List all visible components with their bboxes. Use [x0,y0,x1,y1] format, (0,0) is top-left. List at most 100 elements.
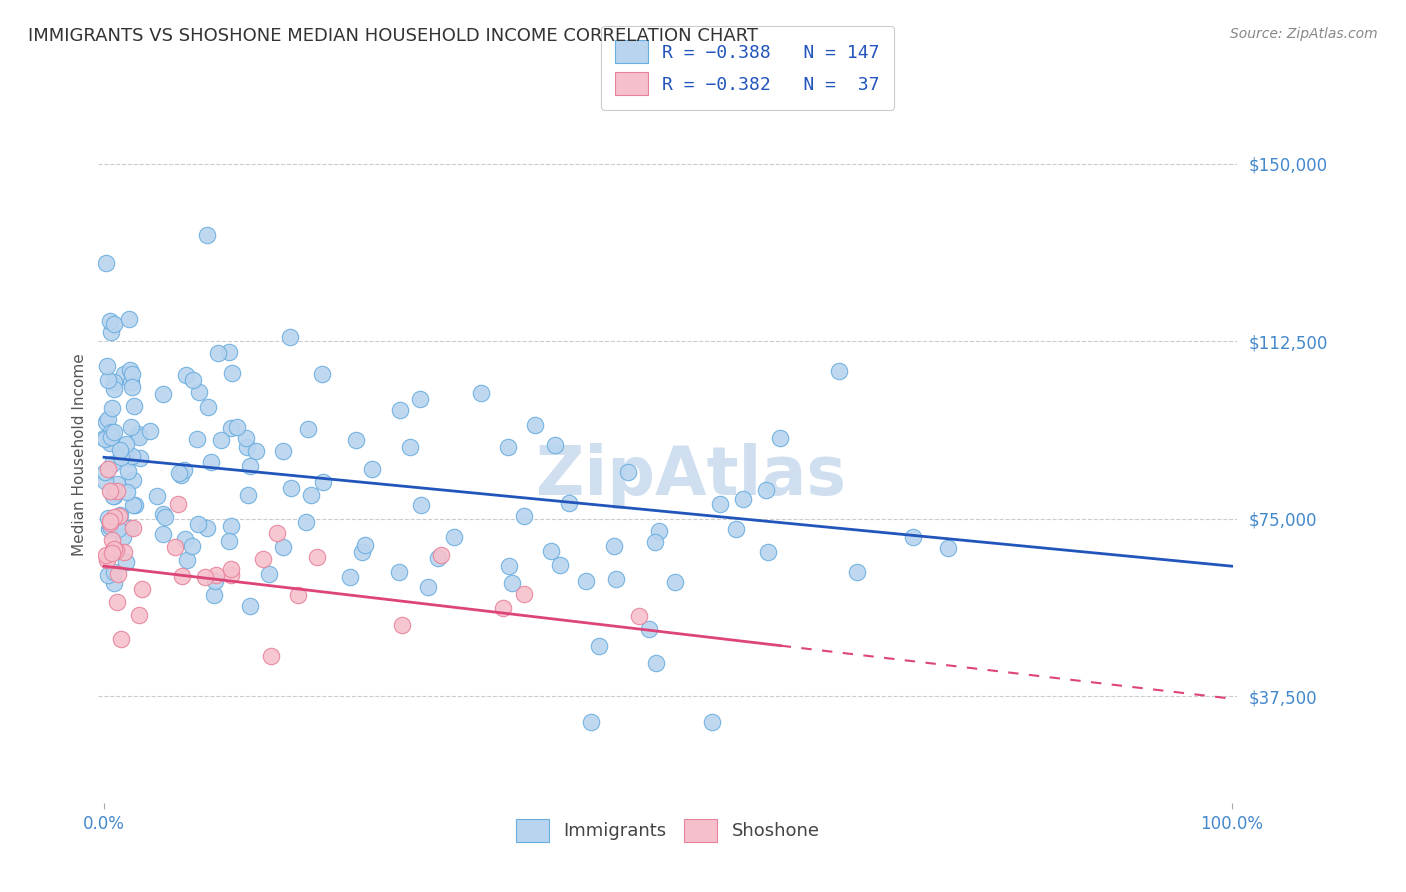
Point [221,366,243,380]
Point [101,401,124,415]
Point [173,532,195,546]
Point [124,499,146,513]
Point [219,567,242,582]
Point [239,599,262,614]
Point [100,325,122,339]
Point [187,516,209,531]
Point [103,382,125,396]
Point [239,458,262,473]
Point [110,450,132,464]
Point [121,380,143,394]
Point [131,582,153,596]
Point [112,545,135,559]
Point [252,552,274,566]
Point [207,346,229,360]
Point [353,538,375,552]
Point [181,373,204,387]
Point [103,509,125,524]
Point [105,477,128,491]
Point [94,432,117,446]
Point [122,399,145,413]
Point [544,438,567,452]
Point [755,483,778,497]
Point [127,427,149,442]
Point [266,526,288,541]
Point [93,431,115,445]
Point [235,431,257,445]
Point [523,418,546,433]
Point [245,443,267,458]
Point [219,519,242,533]
Point [200,455,222,469]
Point [307,549,329,564]
Point [103,489,125,503]
Point [152,527,174,541]
Point [105,595,128,609]
Point [98,483,121,498]
Point [117,485,139,500]
Point [103,376,125,390]
Point [103,565,125,579]
Point [709,496,731,510]
Point [170,468,193,483]
Point [176,368,198,382]
Point [235,440,257,454]
Point [118,521,141,535]
Point [121,499,143,513]
Point [194,569,217,583]
Point [588,639,610,653]
Point [828,364,851,378]
Point [938,541,960,556]
Point [105,484,128,499]
Point [181,540,204,554]
Point [110,632,132,646]
Point [111,530,134,544]
Point [271,443,294,458]
Point [311,368,333,382]
Point [575,574,598,589]
Text: IMMIGRANTS VS SHOSHONE MEDIAN HOUSEHOLD INCOME CORRELATION CHART: IMMIGRANTS VS SHOSHONE MEDIAN HOUSEHOLD … [28,27,758,45]
Point [492,601,515,615]
Point [387,565,409,579]
Point [101,546,124,560]
Point [579,715,602,730]
Point [112,367,135,381]
Point [122,473,145,487]
Point [280,481,302,495]
Point [169,467,191,481]
Point [197,400,219,414]
Point [470,386,492,401]
Point [278,330,301,344]
Point [391,618,413,632]
Point [97,510,120,524]
Point [100,457,122,471]
Point [389,403,412,417]
Point [271,540,294,554]
Point [299,488,322,502]
Point [103,576,125,591]
Point [540,544,562,558]
Point [443,530,465,544]
Point [409,392,432,406]
Point [769,431,792,445]
Point [94,474,117,488]
Point [97,373,120,387]
Point [103,318,125,332]
Point [350,545,373,559]
Point [617,466,640,480]
Point [287,588,309,602]
Point [155,510,177,524]
Point [145,489,167,503]
Point [901,530,924,544]
Point [187,385,209,400]
Point [498,558,520,573]
Point [100,533,122,548]
Point [259,566,281,581]
Point [627,608,650,623]
Point [638,623,661,637]
Point [100,519,122,533]
Point [205,567,228,582]
Point [647,524,669,538]
Point [152,387,174,401]
Point [115,556,138,570]
